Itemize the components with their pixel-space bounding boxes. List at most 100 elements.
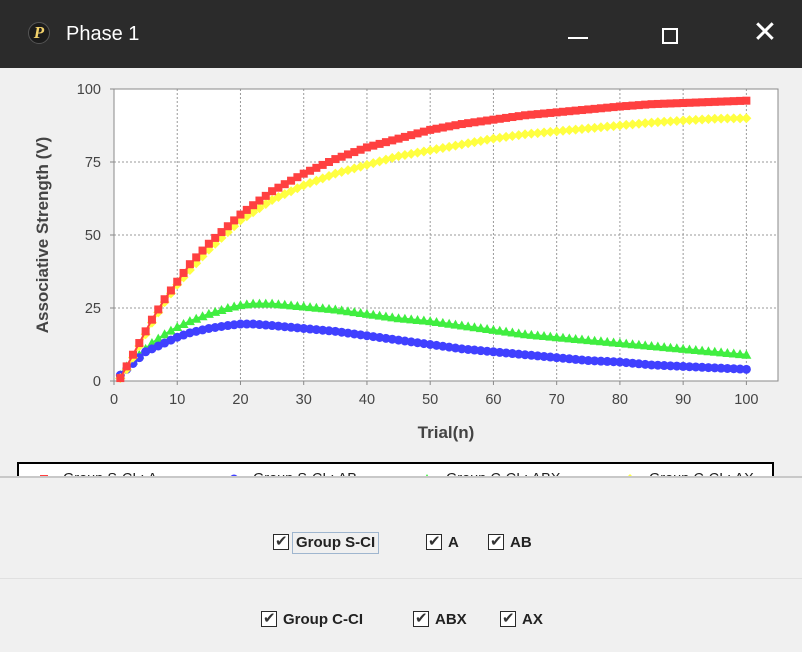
data-point-square: [717, 97, 726, 106]
x-tick-label: 10: [169, 392, 185, 408]
data-point-square: [527, 110, 536, 119]
data-point-triangle: [330, 304, 341, 314]
close-button[interactable]: ✕: [716, 0, 802, 68]
data-point-diamond: [463, 138, 474, 149]
data-point-triangle: [159, 329, 170, 339]
data-point-triangle: [374, 310, 385, 320]
data-point-square: [691, 98, 700, 107]
data-point-circle: [741, 364, 751, 374]
data-point-square: [685, 98, 694, 107]
data-point-diamond: [709, 113, 720, 124]
checkbox-box: ✔: [426, 532, 442, 550]
data-point-square: [533, 110, 542, 119]
data-point-diamond: [418, 146, 429, 157]
data-point-triangle: [298, 301, 309, 311]
data-point-triangle: [317, 303, 328, 313]
title-bar: P Phase 1 ✕: [0, 0, 802, 68]
minimize-button[interactable]: [523, 0, 621, 68]
data-point-square: [565, 107, 574, 116]
chart-panel: 0 10 20 30 40 50 60 70 80 90 100 0 25 50 75 100 Trial(n)…: [0, 68, 802, 476]
data-point-square: [419, 127, 428, 136]
data-point-circle: [722, 363, 732, 373]
data-point-square: [729, 97, 738, 106]
data-point-diamond: [570, 124, 581, 135]
data-point-square: [451, 121, 460, 130]
data-point-triangle: [576, 334, 587, 344]
checkbox-label: Group S-CI: [291, 532, 380, 554]
x-tick-label: 100: [734, 392, 758, 408]
data-point-triangle: [172, 321, 183, 331]
data-point-square: [489, 115, 498, 124]
checkbox-label: ABX: [435, 611, 467, 628]
checkmark-icon: ✔: [502, 609, 515, 627]
data-point-diamond: [659, 116, 670, 127]
data-point-circle: [583, 356, 593, 366]
y-tick-label: 25: [85, 301, 101, 317]
x-tick-label: 70: [549, 392, 565, 408]
data-point-square: [128, 350, 137, 359]
data-point-triangle: [602, 336, 613, 346]
data-point-diamond: [551, 126, 562, 137]
x-axis-label: Trial(n): [418, 423, 475, 442]
data-point-square: [660, 99, 669, 108]
data-point-square: [558, 107, 567, 116]
data-point-square: [211, 233, 220, 242]
group-c-ci-panel: ✔ Group C-CI ✔ ABX ✔ AX: [0, 578, 802, 652]
x-tick-label: 20: [232, 392, 248, 408]
data-point-square: [679, 99, 688, 108]
checkmark-icon: ✔: [275, 532, 288, 550]
data-point-square: [166, 286, 175, 295]
data-point-triangle: [557, 332, 568, 342]
data-point-triangle: [361, 308, 372, 318]
data-point-diamond: [621, 119, 632, 130]
data-point-triangle: [355, 307, 366, 317]
data-point-square: [356, 145, 365, 154]
data-point-triangle: [545, 331, 556, 341]
data-point-triangle: [336, 305, 347, 315]
data-point-triangle: [178, 319, 189, 329]
data-point-triangle: [716, 347, 727, 357]
checkmark-icon: ✔: [490, 532, 503, 550]
data-point-square: [230, 216, 239, 225]
data-point-square: [217, 228, 226, 237]
maximize-button[interactable]: [621, 0, 719, 68]
data-point-square: [672, 99, 681, 108]
checkbox-label: AB: [510, 534, 532, 551]
data-point-square: [343, 150, 352, 159]
data-point-triangle: [697, 345, 708, 355]
y-tick-label: 0: [93, 374, 101, 390]
data-point-triangle: [153, 333, 164, 343]
data-point-square: [698, 98, 707, 107]
data-point-square: [723, 97, 732, 106]
data-point-diamond: [469, 137, 480, 148]
data-point-triangle: [539, 331, 550, 341]
data-point-triangle: [709, 346, 720, 356]
data-point-diamond: [393, 151, 404, 162]
data-point-diamond: [456, 139, 467, 150]
data-point-diamond: [532, 128, 543, 139]
x-tick-label: 60: [485, 392, 501, 408]
data-point-diamond: [267, 194, 278, 205]
checkmark-icon: ✔: [263, 609, 276, 627]
y-tick-label: 50: [85, 228, 101, 244]
app-logo-icon: P: [28, 22, 50, 44]
data-point-square: [584, 105, 593, 114]
checkbox-box: ✔: [488, 532, 504, 550]
data-point-circle: [659, 361, 669, 371]
data-point-diamond: [722, 113, 733, 124]
data-point-diamond: [526, 128, 537, 139]
data-point-triangle: [279, 299, 290, 309]
checkbox-box: ✔: [273, 532, 289, 550]
checkbox-box: ✔: [413, 609, 429, 627]
data-point-square: [160, 295, 169, 304]
data-point-diamond: [342, 165, 353, 176]
data-point-triangle: [659, 342, 670, 352]
data-point-square: [438, 123, 447, 132]
data-point-triangle: [614, 338, 625, 348]
data-point-diamond: [494, 132, 505, 143]
data-point-triangle: [482, 324, 493, 334]
data-point-triangle: [456, 320, 467, 330]
data-point-triangle: [191, 313, 202, 323]
data-point-square: [287, 176, 296, 185]
data-point-square: [609, 103, 618, 112]
